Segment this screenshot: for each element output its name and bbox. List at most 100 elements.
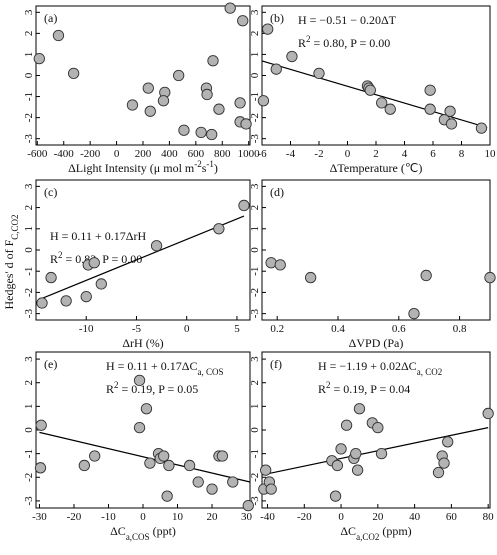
point [161, 490, 173, 502]
x-axis-label-part: -1 [206, 159, 214, 169]
y-tick-label: -2 [249, 288, 261, 297]
point [424, 84, 436, 96]
x-tick-label: -10 [79, 323, 94, 335]
point [257, 95, 270, 107]
y-tick-label: 0 [249, 72, 261, 78]
y-tick-label: -2 [249, 473, 261, 482]
point [144, 457, 156, 469]
y-tick-label: 3 [23, 356, 35, 362]
x-tick-label: -6 [257, 148, 267, 160]
fit-line [40, 215, 245, 300]
point [442, 436, 454, 448]
x-axis-label-part: (ppm) [379, 524, 411, 538]
annotation-part: = 0.80, P = 0.00 [311, 36, 391, 50]
point [67, 67, 80, 80]
annotation-part: = 0.19, P = 0.05 [119, 382, 199, 396]
y-tick-label: -3 [23, 134, 35, 144]
annotation-part: R [106, 382, 114, 396]
point [206, 483, 218, 495]
point [335, 443, 347, 455]
y-tick-label: 2 [23, 31, 35, 37]
point [353, 403, 366, 415]
x-axis-label-part: -2 [194, 159, 202, 169]
x-tick-label: -5 [132, 323, 142, 335]
point [33, 53, 45, 65]
annotation: R2 = 0.19, P = 0.04 [318, 380, 410, 396]
point [224, 2, 236, 14]
point [376, 97, 388, 109]
point [424, 103, 436, 115]
x-tick-label: 0 [345, 148, 351, 160]
y-tick-label: 0 [23, 72, 35, 78]
x-axis-label: ΔTemperature (℃) [330, 161, 423, 175]
point [216, 450, 229, 462]
y-tick-label: -3 [23, 309, 35, 319]
point [140, 403, 153, 415]
point [201, 88, 213, 101]
x-tick-label: 0.8 [453, 323, 467, 335]
point [213, 223, 225, 235]
y-tick-label: 0 [23, 247, 35, 253]
annotation-part: = 0.83, P = 0.00 [63, 252, 143, 266]
y-tick-label: -2 [23, 473, 35, 482]
point [444, 105, 456, 117]
x-tick-label: -40 [260, 511, 275, 523]
x-tick-label: 0.2 [270, 323, 284, 335]
annotation-part: H = 0.11 + 0.17ΔrH [50, 229, 146, 243]
point [183, 459, 196, 472]
point [475, 122, 488, 134]
x-axis-label: ΔVPD (Pa) [349, 336, 404, 350]
y-tick-label: -3 [249, 134, 261, 144]
y-tick-label: 1 [249, 52, 261, 58]
point [329, 490, 342, 502]
x-tick-label: -20 [297, 511, 312, 523]
x-axis-label-part: ) [214, 161, 218, 175]
x-tick-label: 10 [172, 511, 184, 523]
panel-label: (d) [270, 185, 284, 199]
annotation-part: R [298, 36, 306, 50]
annotation-part: H = −1.19 + 0.02ΔC [318, 359, 417, 373]
y-tick-label: 0 [23, 427, 35, 433]
annotation-part: = 0.19, P = 0.04 [331, 382, 411, 396]
y-tick-label: -2 [23, 113, 35, 122]
y-tick-label: -3 [23, 496, 35, 506]
point [484, 271, 496, 284]
point [372, 421, 384, 434]
y-tick-label: -3 [249, 496, 261, 506]
x-tick-label: 800 [214, 148, 231, 160]
point [173, 69, 185, 82]
point [445, 118, 458, 130]
y-tick-label: 3 [249, 356, 261, 362]
y-tick-label: 1 [23, 226, 35, 232]
y-tick-label: 1 [249, 404, 261, 410]
point [126, 99, 139, 111]
point [304, 271, 317, 284]
x-tick-label: 0.4 [331, 323, 345, 335]
x-axis-label-part: a,COS [126, 532, 150, 542]
x-axis-label-part: ΔC [340, 524, 356, 538]
x-tick-label: -200 [80, 148, 101, 160]
y-tick-label: -1 [249, 92, 261, 101]
annotation: H = 0.11 + 0.17ΔrH [50, 229, 146, 243]
point [234, 97, 246, 109]
point [206, 128, 218, 141]
annotation: R2 = 0.83, P = 0.00 [50, 250, 142, 266]
y-tick-label: -2 [249, 113, 261, 122]
fit-line [39, 431, 251, 483]
point [364, 84, 376, 96]
point [133, 374, 146, 387]
annotation-part: R [318, 382, 326, 396]
point [150, 240, 163, 252]
x-axis-label-part: ΔVPD (Pa) [349, 336, 404, 350]
point [195, 126, 207, 139]
y-tick-label: 2 [249, 31, 261, 37]
x-axis-label-part: s [202, 161, 207, 175]
x-tick-label: 0 [338, 511, 344, 523]
x-tick-label: 30 [241, 511, 253, 523]
point [375, 447, 388, 460]
point [35, 419, 47, 431]
x-tick-label: 600 [188, 148, 205, 160]
x-axis-label: ΔLight Intensity (μ mol m-2s-1) [68, 159, 218, 175]
plot-frame [261, 179, 491, 321]
panel-label: (a) [44, 11, 57, 25]
